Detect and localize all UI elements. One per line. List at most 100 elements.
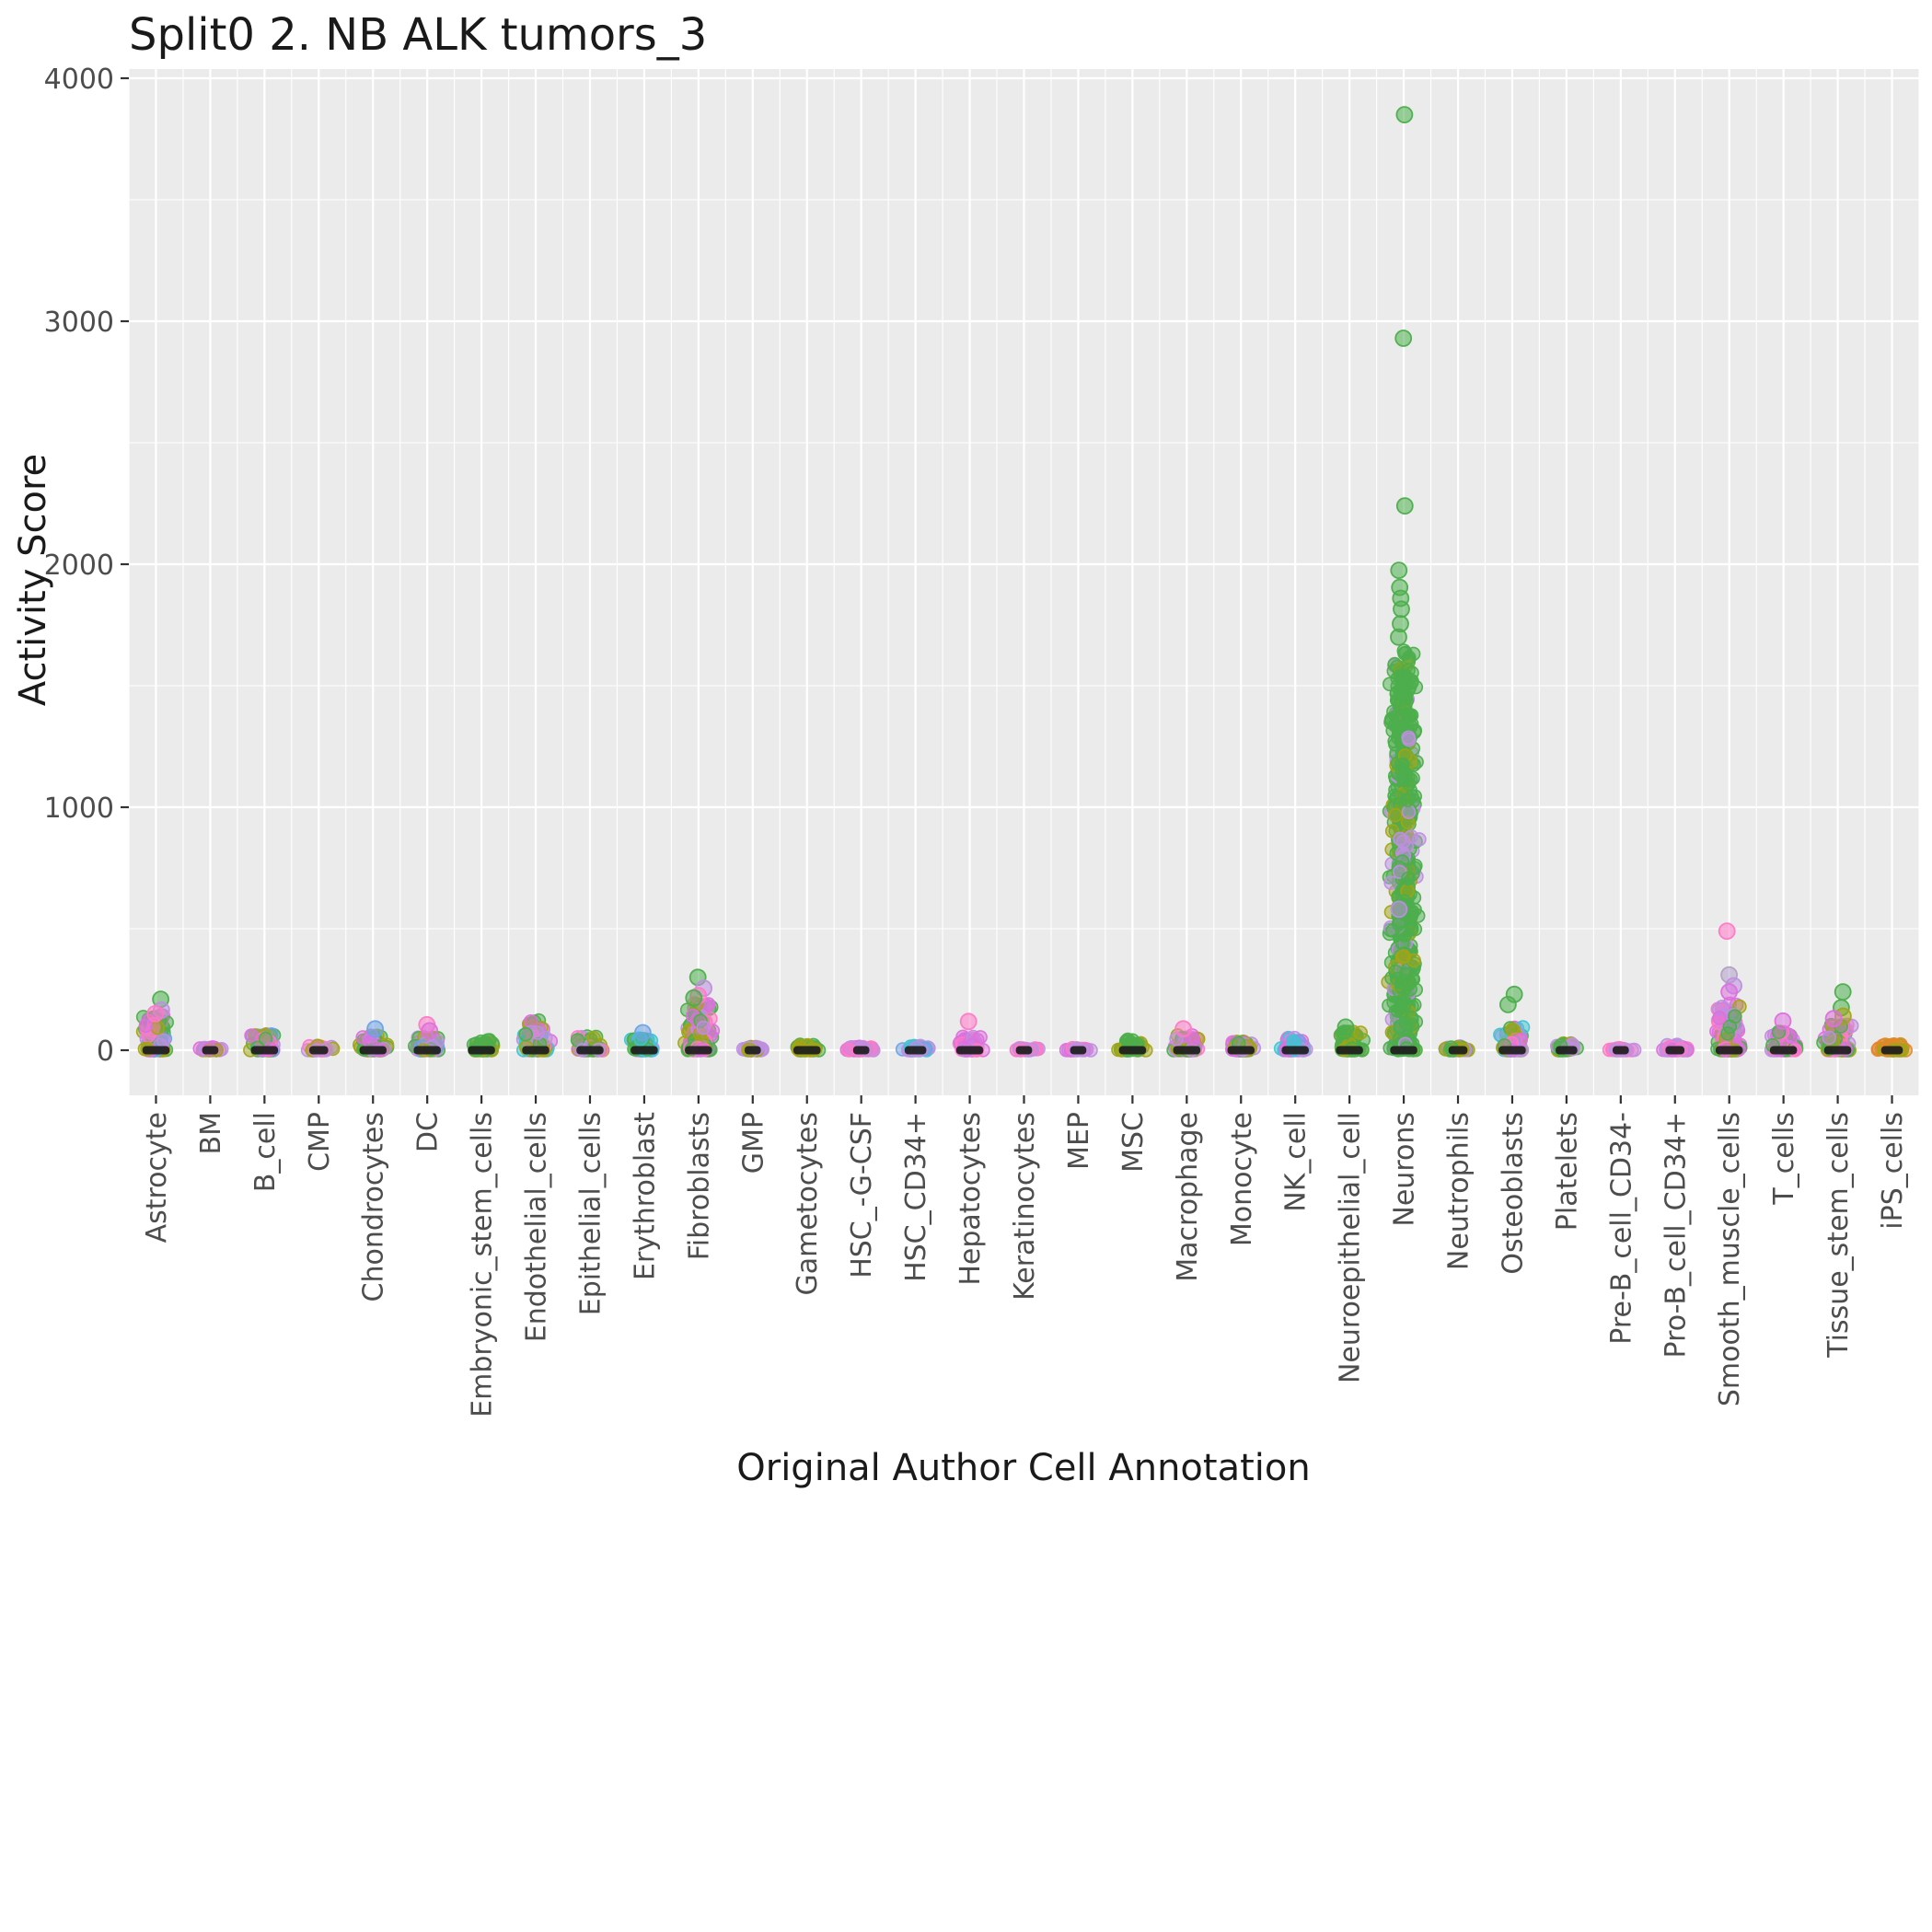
- baseline-dash: [1556, 1046, 1578, 1055]
- points-Fibroblasts: [677, 968, 721, 1058]
- x-tick-label: Neutrophils: [1443, 1112, 1475, 1270]
- points-Tissue_stem_cells: [1816, 983, 1859, 1058]
- baseline-dash: [468, 1046, 495, 1055]
- data-point: [1393, 1021, 1408, 1035]
- data-point: [518, 1026, 534, 1042]
- points-Neutrophils: [1438, 1039, 1475, 1058]
- outlier-point: [1336, 1018, 1355, 1036]
- points-Neurons: [1381, 106, 1427, 1058]
- x-tick-label: BM: [195, 1112, 227, 1154]
- x-tick-label: Smooth_muscle_cells: [1714, 1112, 1746, 1406]
- data-point: [1400, 792, 1415, 808]
- data-point: [1407, 861, 1422, 875]
- data-point: [1402, 776, 1417, 792]
- points-Keratinocytes: [1009, 1041, 1046, 1058]
- outlier-point: [1393, 600, 1410, 619]
- outlier-point: [146, 1005, 165, 1023]
- data-point: [1712, 1011, 1727, 1025]
- points-Monocyte: [1224, 1035, 1262, 1058]
- data-point: [1391, 916, 1406, 931]
- points-T_cells: [1764, 1012, 1804, 1058]
- y-tick-label: 4000: [44, 64, 114, 96]
- x-tick-label: Keratinocytes: [1009, 1112, 1041, 1301]
- data-point: [696, 1020, 711, 1035]
- data-point: [1720, 1026, 1735, 1041]
- points-MEP: [1059, 1040, 1098, 1058]
- points-MSC: [1111, 1032, 1153, 1058]
- data-point: [1393, 831, 1407, 847]
- data-point: [1390, 971, 1406, 987]
- baseline-dash: [1390, 1046, 1417, 1055]
- x-tick-label: CMP: [304, 1112, 336, 1172]
- data-point: [1394, 936, 1410, 951]
- x-tick-label: Pro-B_cell_CD34+: [1660, 1112, 1692, 1358]
- points-HSC_-G-CSF: [839, 1039, 881, 1058]
- x-tick-label: Tissue_stem_cells: [1822, 1112, 1855, 1359]
- baseline-dash: [1715, 1046, 1743, 1055]
- points-Macrophage: [1166, 1020, 1206, 1058]
- data-point: [1822, 1030, 1836, 1046]
- data-point: [1394, 763, 1410, 778]
- x-tick-label: GMP: [737, 1112, 769, 1174]
- outlier-point: [685, 989, 703, 1007]
- x-tick-label: Osteoblasts: [1497, 1112, 1529, 1275]
- outlier-point: [1390, 561, 1408, 579]
- points-Embryonic_stem_cells: [466, 1033, 501, 1058]
- x-tick-label: Neurons: [1389, 1112, 1421, 1227]
- baseline-dash: [413, 1046, 441, 1055]
- points-Gametocytes: [790, 1037, 827, 1058]
- baseline-dash: [202, 1046, 219, 1055]
- x-tick-label: T_cells: [1768, 1112, 1800, 1206]
- x-tick-label: MEP: [1063, 1112, 1095, 1170]
- data-point: [156, 1033, 171, 1048]
- baseline-dash: [308, 1046, 329, 1055]
- x-tick-label: Erythroblast: [629, 1112, 661, 1280]
- x-tick-label: Neuroepithelial_cell: [1335, 1112, 1367, 1383]
- data-point: [1401, 871, 1416, 886]
- x-tick-label: B_cell: [249, 1112, 282, 1192]
- data-point: [1401, 708, 1417, 723]
- x-tick-label: Embryonic_stem_cells: [467, 1112, 499, 1417]
- x-tick-label: Macrophage: [1172, 1112, 1204, 1282]
- baseline-dash: [1498, 1046, 1526, 1055]
- points-NK_cell: [1273, 1030, 1313, 1058]
- y-tick-label: 0: [97, 1035, 114, 1068]
- data-point: [1388, 709, 1404, 724]
- baseline-dash: [744, 1046, 761, 1055]
- baseline-dash: [1665, 1046, 1685, 1055]
- x-tick-label: Epithelial_cells: [574, 1112, 607, 1315]
- baseline-dash: [142, 1046, 170, 1055]
- data-point: [1728, 1009, 1742, 1024]
- outlier-point: [1394, 330, 1413, 347]
- points-Endothelial_cells: [515, 1012, 559, 1058]
- baseline-dash: [631, 1046, 658, 1055]
- baseline-dash: [793, 1046, 821, 1055]
- x-tick-label: Endothelial_cells: [521, 1112, 553, 1342]
- points-Neuroepithelial_cell: [1333, 1018, 1371, 1058]
- x-tick-label: Gametocytes: [792, 1112, 824, 1296]
- data-point: [1405, 674, 1419, 688]
- points-Smooth_muscle_cells: [1709, 922, 1748, 1058]
- baseline-dash: [955, 1046, 984, 1055]
- data-point: [1401, 804, 1417, 820]
- points-Pre-B_cell_CD34-: [1602, 1041, 1642, 1058]
- plot-area: [135, 106, 1913, 1058]
- baseline-dash: [685, 1046, 712, 1055]
- baseline-dash: [1173, 1046, 1201, 1055]
- baseline-dash: [1880, 1046, 1903, 1055]
- outlier-point: [1395, 497, 1414, 515]
- x-tick-label: Monocyte: [1226, 1112, 1258, 1246]
- outlier-point: [366, 1020, 385, 1038]
- outlier-point: [1395, 106, 1414, 123]
- gridlines: [128, 69, 1920, 1095]
- outlier-point: [421, 1022, 439, 1040]
- data-point: [138, 1018, 154, 1034]
- data-point: [1396, 949, 1411, 964]
- data-point: [1401, 732, 1417, 747]
- outlier-point: [1718, 922, 1736, 940]
- x-tick-label: NK_cell: [1280, 1112, 1313, 1212]
- baseline-dash: [1281, 1046, 1309, 1055]
- baseline-dash: [250, 1046, 279, 1055]
